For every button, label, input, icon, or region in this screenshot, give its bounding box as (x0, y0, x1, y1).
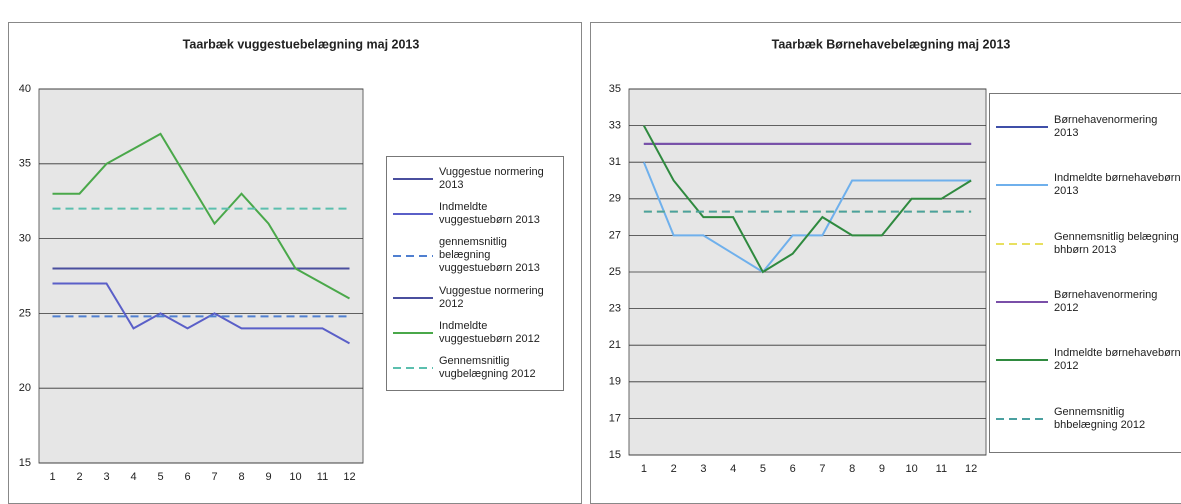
x-tick-label: 5 (157, 471, 163, 483)
legend-swatch (996, 301, 1048, 304)
y-tick-label: 15 (609, 449, 621, 461)
y-tick-label: 23 (609, 303, 621, 315)
legend-entry: Indmeldte vuggestuebørn 2013 (391, 201, 559, 227)
y-tick-label: 29 (609, 193, 621, 205)
y-tick-label: 25 (19, 307, 31, 319)
legend-entry: Børnehavenormering 2013 (994, 114, 1181, 140)
legend: Børnehavenormering 2013 Indmeldte børneha… (989, 93, 1181, 453)
chart-frame: Taarbæk vuggestuebelægning maj 2013 15 20 2… (8, 22, 582, 504)
x-tick-label: 11 (317, 471, 328, 483)
x-tick-label: 10 (289, 471, 301, 483)
legend-label: Børnehavenormering 2012 (1054, 289, 1158, 315)
x-tick-label: 2 (76, 471, 82, 483)
legend-entry: gennemsnitlig belægning vuggestuebørn 20… (391, 236, 559, 275)
legend-entry: Indmeldte vuggestuebørn 2012 (391, 320, 559, 346)
legend-swatch (996, 417, 1048, 420)
chart-title: Taarbæk Børnehavebelægning maj 2013 (772, 37, 1011, 51)
legend-swatch (393, 296, 433, 299)
y-tick-label: 19 (609, 376, 621, 388)
x-tick-label: 7 (819, 463, 825, 475)
legend-swatch (996, 184, 1048, 187)
x-tick-label: 5 (760, 463, 766, 475)
legend: Vuggestue normering 2013 Indmeldte vugges… (386, 156, 564, 391)
y-tick-label: 21 (609, 339, 621, 351)
x-tick-label: 6 (790, 463, 796, 475)
legend-entry: Indmeldte børnehavebørn 2012 (994, 347, 1181, 373)
legend-entry: Gennemsnitlig vugbelægning 2012 (391, 355, 559, 381)
legend-swatch (393, 367, 433, 370)
x-tick-label: 3 (103, 471, 109, 483)
chart: Taarbæk Børnehavebelægning maj 201315171… (609, 37, 1011, 475)
chart: Taarbæk vuggestuebelægning maj 201315202… (19, 37, 420, 483)
chart-title: Taarbæk vuggestuebelægning maj 2013 (183, 37, 420, 51)
x-tick-label: 3 (700, 463, 706, 475)
legend-entry: Børnehavenormering 2012 (994, 289, 1181, 315)
x-tick-label: 12 (965, 463, 977, 475)
legend-label: Indmeldte vuggestuebørn 2013 (439, 200, 540, 226)
x-tick-label: 10 (906, 463, 918, 475)
series-line (52, 282, 350, 345)
legend-entry: Vuggestue normering 2012 (391, 285, 559, 311)
legend-swatch (996, 242, 1048, 245)
plot-area (38, 88, 364, 464)
chart-frame: Taarbæk Børnehavebelægning maj 2013 15 17 1… (590, 22, 1181, 504)
legend-entry: Vuggestue normering 2013 (391, 166, 559, 192)
y-tick-label: 35 (19, 158, 31, 170)
x-tick-label: 1 (641, 463, 647, 475)
x-tick-label: 1 (49, 471, 55, 483)
legend-entry: Gennemsnitlig bhbelægning 2012 (994, 406, 1181, 432)
x-tick-label: 8 (238, 471, 244, 483)
legend-swatch (996, 359, 1048, 362)
y-tick-label: 15 (19, 457, 31, 469)
x-tick-label: 7 (211, 471, 217, 483)
legend-label: gennemsnitlig belægning vuggestuebørn 20… (439, 236, 540, 275)
legend-label: Indmeldte vuggestuebørn 2012 (439, 319, 540, 345)
legend-label: Indmeldte børnehavebørn 2012 (1054, 347, 1181, 373)
x-tick-label: 4 (730, 463, 736, 475)
legend-label: Indmeldte børnehavebørn 2013 (1054, 172, 1181, 198)
legend-swatch (393, 254, 433, 257)
x-tick-label: 2 (671, 463, 677, 475)
y-tick-label: 30 (19, 233, 31, 245)
legend-label: Vuggestue normering 2012 (439, 284, 544, 310)
y-tick-label: 31 (609, 156, 621, 168)
x-tick-label: 11 (936, 463, 947, 475)
x-tick-label: 8 (849, 463, 855, 475)
y-tick-label: 33 (609, 120, 621, 132)
legend-label: Børnehavenormering 2013 (1054, 114, 1158, 140)
x-tick-label: 9 (265, 471, 271, 483)
legend-swatch (393, 212, 433, 215)
x-tick-label: 12 (343, 471, 355, 483)
legend-label: Gennemsnitlig belægning bhbørn 2013 (1054, 230, 1179, 256)
legend-label: Gennemsnitlig bhbelægning 2012 (1054, 405, 1146, 431)
x-tick-label: 9 (879, 463, 885, 475)
legend-label: Vuggestue normering 2013 (439, 165, 544, 191)
legend-swatch (393, 331, 433, 334)
y-tick-label: 25 (609, 266, 621, 278)
legend-entry: Indmeldte børnehavebørn 2013 (994, 172, 1181, 198)
x-tick-label: 4 (130, 471, 136, 483)
legend-swatch (393, 177, 433, 180)
legend-label: Gennemsnitlig vugbelægning 2012 (439, 355, 536, 381)
x-tick-label: 6 (184, 471, 190, 483)
y-tick-label: 40 (19, 83, 31, 95)
y-tick-label: 20 (19, 382, 31, 394)
y-tick-label: 17 (609, 412, 621, 424)
y-tick-label: 27 (609, 229, 621, 241)
y-tick-label: 35 (609, 83, 621, 95)
legend-swatch (996, 126, 1048, 129)
legend-entry: Gennemsnitlig belægning bhbørn 2013 (994, 231, 1181, 257)
series-line (52, 132, 350, 300)
